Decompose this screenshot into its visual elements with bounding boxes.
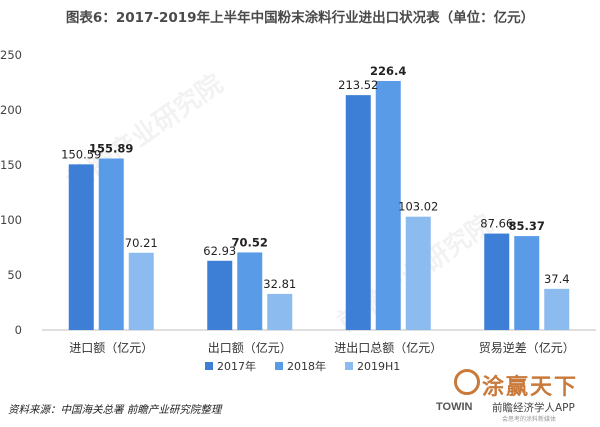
data-label: 226.4: [370, 64, 406, 78]
x-tick-label: 出口额（亿元）: [208, 340, 292, 355]
legend-swatch: [205, 362, 213, 370]
legend-label: 2018年: [287, 359, 326, 373]
legend-swatch: [345, 362, 353, 370]
logo-brand-text: 涂赢天下: [482, 374, 579, 400]
bar: [207, 260, 233, 330]
x-tick-label: 进口额（亿元）: [69, 340, 153, 355]
bar: [68, 164, 94, 330]
legend-swatch: [275, 362, 283, 370]
y-tick-label: 0: [15, 323, 22, 337]
x-tick-label: 贸易逆差（亿元）: [479, 340, 575, 355]
data-label: 85.37: [509, 219, 545, 233]
data-label: 213.52: [338, 78, 378, 92]
y-tick-label: 150: [0, 158, 22, 172]
y-tick-label: 200: [0, 103, 22, 117]
data-label: 70.52: [232, 235, 268, 249]
x-axis: 进口额（亿元） 出口额（亿元） 进出口总额（亿元） 贸易逆差（亿元）: [69, 340, 575, 355]
data-label: 62.93: [203, 244, 236, 258]
brand-logo: 涂赢天下 TOWIN 前瞻经济学人APP 会思考的涂料新媒体: [436, 367, 596, 425]
data-label: 70.21: [125, 236, 158, 250]
source-note: 资料来源：中国海关总署 前瞻产业研究院整理: [8, 404, 222, 416]
logo-tagline: 会思考的涂料新媒体: [502, 416, 557, 423]
bar: [544, 288, 570, 330]
bar: [128, 252, 154, 330]
data-label: 37.4: [544, 272, 570, 286]
data-label: 103.02: [398, 200, 438, 214]
data-label: 87.66: [480, 217, 513, 231]
bar: [237, 252, 263, 330]
logo-towin-text: TOWIN: [436, 401, 473, 413]
y-tick-label: 50: [7, 268, 22, 282]
bar: [484, 233, 510, 330]
bar: [514, 236, 540, 330]
bar: [98, 158, 124, 330]
bar: [267, 293, 293, 330]
bars: [68, 80, 570, 331]
x-tick-label: 进出口总额（亿元）: [334, 340, 442, 355]
data-label: 150.59: [61, 147, 101, 161]
logo-circle-icon: [454, 369, 480, 395]
bar: [375, 80, 401, 331]
legend-label: 2019H1: [357, 360, 400, 373]
data-label: 32.81: [263, 277, 296, 291]
y-tick-label: 100: [0, 213, 22, 227]
y-tick-label: 250: [0, 48, 22, 62]
legend: 2017年 2018年 2019H1: [205, 359, 400, 373]
bar: [345, 95, 371, 331]
logo-app-text: 前瞻经济学人APP: [492, 402, 575, 414]
chart-title: 图表6：2017-2019年上半年中国粉末涂料行业进出口状况表（单位：亿元）: [65, 10, 535, 26]
legend-label: 2017年: [217, 359, 256, 373]
bar: [405, 216, 431, 330]
data-label: 155.89: [89, 142, 133, 156]
